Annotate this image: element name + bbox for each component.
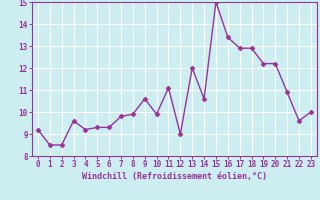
X-axis label: Windchill (Refroidissement éolien,°C): Windchill (Refroidissement éolien,°C) <box>82 172 267 181</box>
